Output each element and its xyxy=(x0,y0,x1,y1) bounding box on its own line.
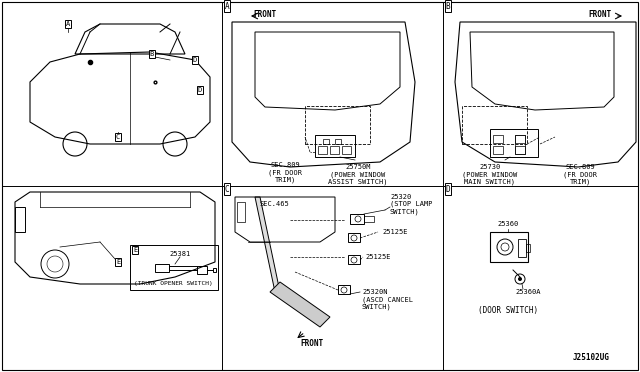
Bar xyxy=(323,139,329,144)
Text: SEC.809
(FR DOOR
TRIM): SEC.809 (FR DOOR TRIM) xyxy=(563,164,597,185)
Text: B: B xyxy=(445,1,451,10)
Bar xyxy=(490,232,528,262)
Text: C: C xyxy=(116,134,120,140)
Bar xyxy=(330,146,339,154)
Text: B: B xyxy=(150,51,154,57)
Polygon shape xyxy=(270,282,330,327)
Bar xyxy=(213,268,216,272)
Bar xyxy=(462,106,527,144)
Text: (TRUNK OPENER SWITCH): (TRUNK OPENER SWITCH) xyxy=(134,282,212,286)
Text: (DOOR SWITCH): (DOOR SWITCH) xyxy=(478,305,538,314)
Text: FRONT: FRONT xyxy=(253,10,276,19)
Polygon shape xyxy=(255,197,280,292)
Text: D: D xyxy=(193,57,197,63)
Bar xyxy=(338,285,350,294)
Text: A: A xyxy=(66,21,70,27)
Text: 25381: 25381 xyxy=(170,251,191,257)
Text: SEC.809
(FR DOOR
TRIM): SEC.809 (FR DOOR TRIM) xyxy=(268,162,302,183)
Text: C: C xyxy=(225,185,229,193)
Bar xyxy=(515,135,525,154)
Text: 25730
(POWER WINDOW
MAIN SWITCH): 25730 (POWER WINDOW MAIN SWITCH) xyxy=(462,164,518,185)
Bar xyxy=(526,244,530,252)
Text: 25320
(STOP LAMP
SWITCH): 25320 (STOP LAMP SWITCH) xyxy=(390,193,433,215)
Bar xyxy=(515,135,525,143)
Text: A: A xyxy=(225,1,229,10)
Text: 25360: 25360 xyxy=(497,221,518,227)
Bar xyxy=(515,146,525,154)
Bar xyxy=(342,146,351,154)
Bar xyxy=(305,106,370,144)
Text: 25320N
(ASCD CANCEL
SWITCH): 25320N (ASCD CANCEL SWITCH) xyxy=(362,289,413,311)
Bar xyxy=(490,129,538,157)
Bar xyxy=(493,135,503,143)
Text: 25360A: 25360A xyxy=(515,289,541,295)
Text: 25125E: 25125E xyxy=(382,229,408,235)
Text: 25750M
(POWER WINDOW
ASSIST SWITCH): 25750M (POWER WINDOW ASSIST SWITCH) xyxy=(328,164,388,185)
Text: 25125E: 25125E xyxy=(365,254,390,260)
Bar xyxy=(518,239,526,257)
Bar xyxy=(130,245,218,290)
Text: D: D xyxy=(445,185,451,193)
Bar xyxy=(350,214,364,224)
Text: J25102UG: J25102UG xyxy=(573,353,610,362)
Bar xyxy=(364,216,374,222)
Bar xyxy=(237,202,245,222)
Bar xyxy=(155,264,169,272)
Bar xyxy=(315,135,355,157)
Text: E: E xyxy=(133,247,137,253)
Bar xyxy=(493,146,503,154)
Bar xyxy=(335,139,341,144)
Bar xyxy=(348,233,360,242)
Text: D: D xyxy=(198,87,202,93)
Text: FRONT: FRONT xyxy=(300,340,324,349)
Text: SEC.465: SEC.465 xyxy=(260,201,290,207)
Bar xyxy=(197,266,207,274)
Bar xyxy=(348,255,360,264)
Text: E: E xyxy=(116,259,120,265)
Text: FRONT: FRONT xyxy=(588,10,612,19)
Circle shape xyxy=(518,277,522,281)
Bar xyxy=(169,266,197,270)
Bar xyxy=(318,146,327,154)
